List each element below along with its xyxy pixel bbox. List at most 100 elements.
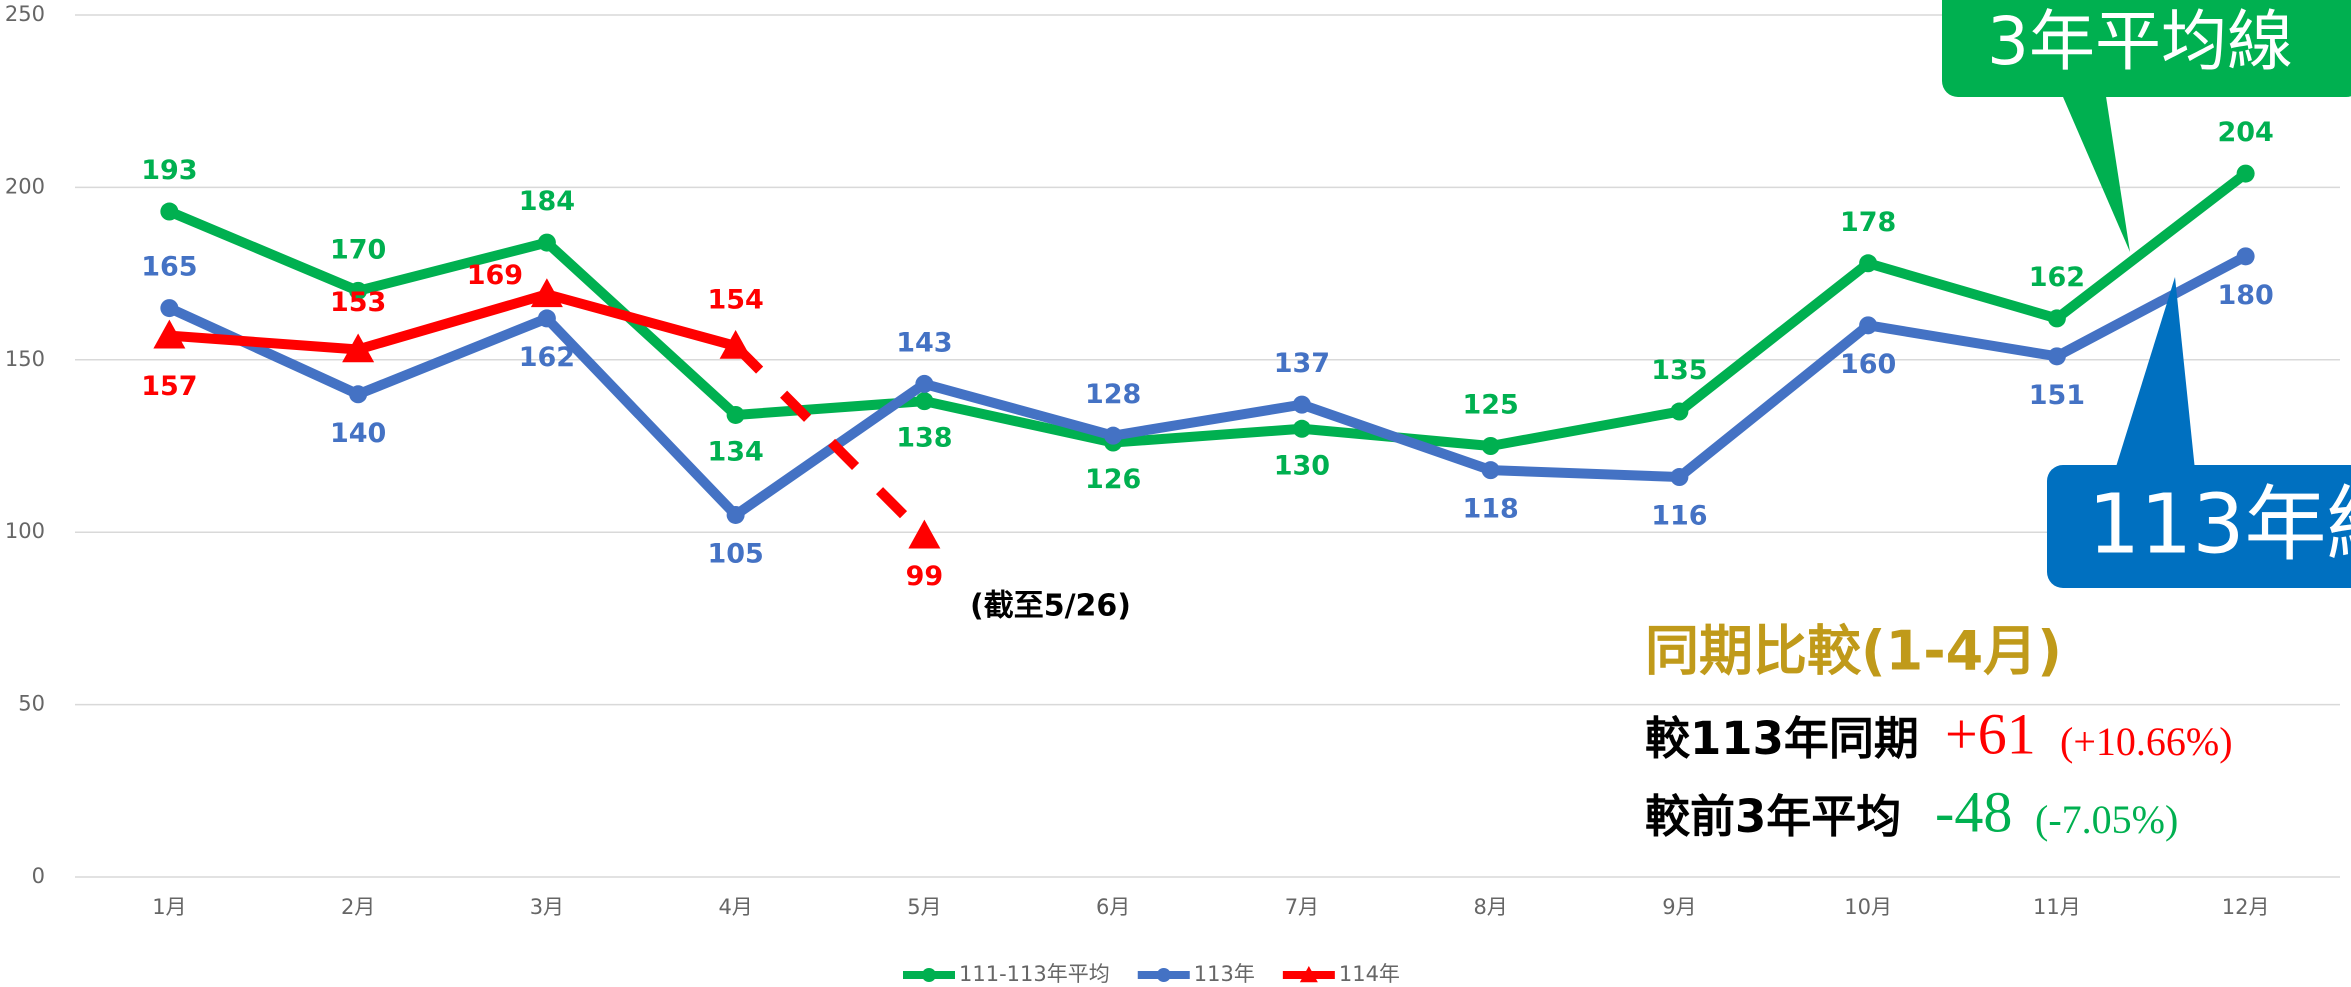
marker xyxy=(1481,461,1500,480)
marker xyxy=(530,278,563,308)
data-label: 134 xyxy=(707,436,763,467)
callout-text: 3年平均線 xyxy=(1987,3,2293,80)
marker xyxy=(1292,395,1311,414)
data-label: 105 xyxy=(707,538,763,569)
y-tick-label: 150 xyxy=(5,347,45,371)
line xyxy=(169,289,737,355)
legend: 111-113年平均 113年 114年 xyxy=(903,962,1400,986)
data-label: 162 xyxy=(519,342,575,373)
data-label: 154 xyxy=(707,285,763,316)
data-label: 137 xyxy=(1274,348,1330,379)
data-label: 162 xyxy=(2029,262,2085,293)
marker xyxy=(349,281,368,300)
compare-pct: (+10.66%) xyxy=(2060,719,2233,764)
data-label: 128 xyxy=(1085,379,1141,410)
line xyxy=(167,169,2249,451)
x-tick-label: 11月 xyxy=(2033,895,2081,919)
legend-label: 113年 xyxy=(1194,962,1255,986)
marker xyxy=(2047,347,2066,366)
data-label: 126 xyxy=(1085,464,1141,495)
y-tick-label: 200 xyxy=(5,174,45,198)
marker xyxy=(1481,437,1500,455)
x-tick-label: 8月 xyxy=(1473,895,1507,919)
marker xyxy=(915,374,934,393)
legend-label: 114年 xyxy=(1339,962,1400,986)
x-tick-label: 5月 xyxy=(907,895,941,919)
data-label: 135 xyxy=(1651,355,1707,386)
marker xyxy=(537,309,556,328)
data-label: 143 xyxy=(896,327,952,358)
marker xyxy=(160,299,179,318)
callout-pointer xyxy=(2115,277,2195,470)
series: 193 170 184 134 138 126 130 125 135 178 162 204 xyxy=(141,117,2274,495)
x-tick-label: 2月 xyxy=(341,895,375,919)
data-label: 130 xyxy=(1274,450,1330,481)
x-tick-label: 7月 xyxy=(1285,895,1319,919)
x-tick-label: 6月 xyxy=(1096,895,1130,919)
callout-text: 113年線 xyxy=(2088,477,2351,572)
data-label: 193 xyxy=(141,155,197,186)
marker xyxy=(1104,426,1123,445)
y-tick-label: 100 xyxy=(5,519,45,543)
legend-marker xyxy=(1156,968,1171,982)
compare-label: 較前3年平均 xyxy=(1645,790,1901,843)
data-label: 170 xyxy=(330,234,386,265)
data-label: 99 xyxy=(906,561,944,592)
callout-113: 113年線 xyxy=(2047,277,2351,588)
data-label: 165 xyxy=(141,252,197,283)
marker xyxy=(342,333,375,363)
marker xyxy=(2236,164,2255,183)
marker xyxy=(908,519,941,549)
compare-value: +61 xyxy=(1945,701,2036,766)
compare-title: 同期比較(1-4月) xyxy=(1645,620,2062,683)
y-tick-label: 0 xyxy=(32,864,45,888)
callout-pointer xyxy=(2060,90,2130,252)
legend-label: 111-113年平均 xyxy=(959,962,1110,986)
note: (截至5/26) xyxy=(970,589,1131,624)
data-label: 160 xyxy=(1840,349,1896,380)
line xyxy=(167,251,2248,520)
marker xyxy=(915,392,934,411)
y-tick-label: 50 xyxy=(18,692,45,716)
data-label: 184 xyxy=(519,186,575,217)
x-tick-label: 4月 xyxy=(718,895,752,919)
legend-marker xyxy=(1299,966,1318,983)
marker xyxy=(1670,402,1689,421)
data-label: 125 xyxy=(1462,390,1518,421)
data-label: 140 xyxy=(330,418,386,449)
data-label: 116 xyxy=(1651,501,1707,532)
marker xyxy=(349,385,368,404)
data-label: 157 xyxy=(141,371,197,402)
x-tick-label: 10月 xyxy=(1844,895,1892,919)
marker xyxy=(1670,468,1689,487)
marker xyxy=(160,202,179,221)
x-tick-label: 12月 xyxy=(2222,895,2270,919)
data-label: 178 xyxy=(1840,207,1896,238)
series: 157 153 169 154 99 xyxy=(141,260,943,592)
data-label: 180 xyxy=(2217,280,2273,311)
marker xyxy=(2047,309,2066,328)
compare-label: 較113年同期 xyxy=(1645,712,1919,765)
y-tick-label: 250 xyxy=(5,2,45,26)
data-label: 169 xyxy=(467,260,523,291)
data-label: 151 xyxy=(2029,380,2085,411)
marker xyxy=(1859,316,1878,335)
marker xyxy=(2236,247,2255,266)
marker xyxy=(1292,419,1311,438)
marker xyxy=(537,233,556,252)
marker xyxy=(1859,254,1878,273)
marker xyxy=(726,405,745,424)
callout-box xyxy=(1942,0,2351,97)
plot: 0 50 100 150 200 250 1月 2月 3月 4月 5月 6月 7月 8月 9月 10月 11月 1… xyxy=(5,2,2340,986)
series: 165 140 162 105 143 128 137 118 116 160 151 180 xyxy=(141,247,2274,569)
callout-avg: 3年平均線 xyxy=(1942,0,2351,252)
data-label: 204 xyxy=(2217,117,2273,148)
data-label: 153 xyxy=(330,287,386,318)
dashed-line xyxy=(732,342,928,540)
data-label: 138 xyxy=(896,423,952,454)
x-tick-label: 1月 xyxy=(152,895,186,919)
x-tick-label: 3月 xyxy=(530,895,564,919)
marker xyxy=(153,319,186,349)
x-tick-label: 9月 xyxy=(1662,895,1696,919)
